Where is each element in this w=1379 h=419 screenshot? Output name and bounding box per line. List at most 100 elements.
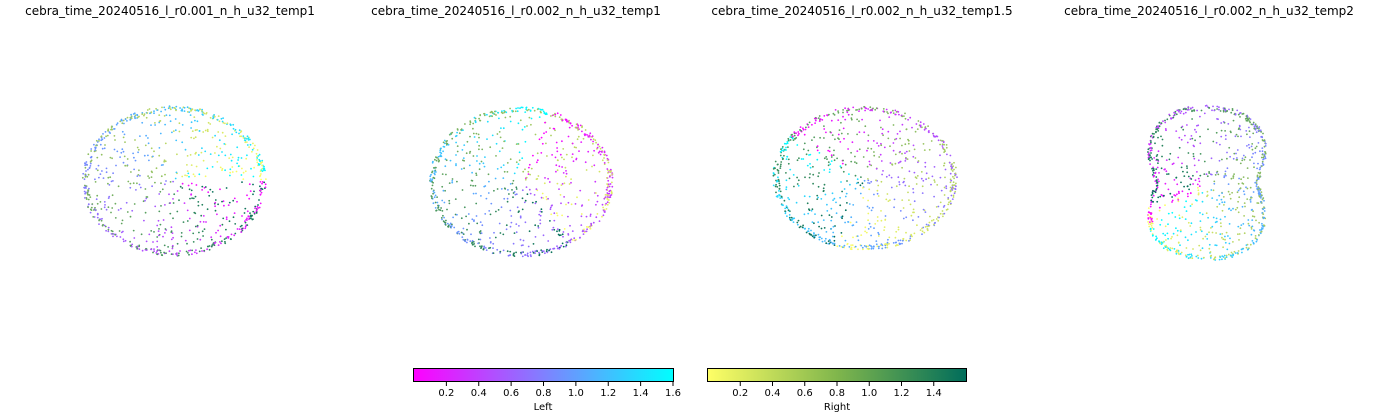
scatter-point bbox=[259, 160, 261, 162]
scatter-point bbox=[549, 248, 552, 251]
scatter-point bbox=[606, 203, 609, 206]
scatter-point bbox=[495, 142, 498, 145]
scatter-point bbox=[240, 174, 243, 176]
scatter-point bbox=[462, 157, 465, 160]
scatter-point bbox=[509, 209, 512, 212]
scatter-point bbox=[215, 231, 217, 234]
scatter-point bbox=[477, 133, 480, 136]
scatter-point bbox=[176, 210, 179, 213]
scatter-point bbox=[139, 135, 141, 138]
scatter-point bbox=[163, 251, 166, 254]
scatter-point bbox=[172, 236, 175, 239]
scatter-point bbox=[108, 131, 111, 134]
scatter-point bbox=[500, 188, 503, 190]
scatter-point bbox=[167, 246, 170, 248]
scatter-point bbox=[471, 242, 473, 245]
scatter-point bbox=[229, 238, 232, 240]
scatter-point bbox=[139, 174, 141, 177]
colorbar-left-label: Left bbox=[533, 402, 553, 413]
scatter-point bbox=[258, 164, 260, 166]
scatter-point bbox=[231, 133, 234, 136]
scatter-point bbox=[172, 202, 175, 204]
scatter-point bbox=[474, 121, 477, 124]
scatter-point bbox=[521, 197, 524, 200]
scatter-point bbox=[510, 215, 513, 217]
scatter-point bbox=[249, 143, 252, 146]
scatter-point bbox=[193, 116, 196, 118]
scatter-point bbox=[175, 105, 178, 108]
scatter-point bbox=[539, 110, 542, 113]
scatter-point bbox=[169, 120, 172, 123]
scatter-point bbox=[461, 189, 464, 191]
scatter-point bbox=[217, 244, 220, 247]
scatter-point bbox=[248, 146, 251, 149]
scatter-point bbox=[527, 108, 530, 111]
scatter-point bbox=[545, 198, 548, 201]
scatter-point bbox=[554, 156, 557, 159]
scatter-point bbox=[136, 247, 139, 250]
scatter-point bbox=[233, 212, 236, 215]
scatter-point bbox=[148, 159, 150, 162]
colorbar-right-label: Right bbox=[823, 402, 851, 413]
scatter-point bbox=[509, 250, 512, 253]
scatter-point bbox=[103, 224, 106, 227]
scatter-point bbox=[229, 153, 232, 156]
scatter-point bbox=[143, 113, 146, 115]
scatter-point bbox=[561, 166, 563, 168]
scatter-point bbox=[209, 116, 212, 119]
scatter-point bbox=[105, 229, 107, 232]
scatter-point bbox=[521, 128, 524, 131]
scatter-point bbox=[184, 174, 187, 177]
scatter-point bbox=[110, 180, 113, 183]
scatter-point bbox=[575, 123, 578, 126]
scatter-point bbox=[513, 172, 516, 175]
scatter-point bbox=[217, 131, 220, 133]
scatter-point bbox=[142, 200, 145, 203]
scatter-point bbox=[122, 150, 125, 153]
scatter-point bbox=[480, 160, 483, 163]
scatter-point bbox=[191, 197, 194, 200]
scatter-point bbox=[188, 188, 191, 191]
scatter-point bbox=[525, 176, 528, 179]
scatter-point bbox=[222, 200, 225, 203]
scatter-point bbox=[96, 194, 99, 197]
scatter-point bbox=[256, 159, 258, 161]
scatter-point bbox=[160, 251, 162, 254]
scatter-point bbox=[87, 206, 89, 209]
scatter-point bbox=[261, 181, 264, 183]
scatter-point bbox=[106, 134, 109, 137]
scatter-point bbox=[170, 231, 173, 234]
scatter-point bbox=[195, 249, 197, 252]
scatter-point bbox=[601, 215, 603, 218]
scatter-point bbox=[181, 187, 184, 189]
scatter-point bbox=[514, 193, 517, 196]
scatter-point bbox=[171, 106, 174, 109]
scatter-point bbox=[524, 168, 526, 171]
scatter-point bbox=[134, 159, 137, 162]
scatter-point bbox=[112, 172, 114, 175]
scatter-point bbox=[201, 230, 204, 233]
scatter-point bbox=[161, 188, 164, 191]
scatter-point bbox=[234, 128, 237, 131]
scatter-point bbox=[525, 186, 528, 189]
scatter-point bbox=[444, 224, 447, 226]
scatter-point bbox=[471, 218, 474, 221]
scatter-point bbox=[148, 177, 151, 179]
scatter-point bbox=[261, 168, 263, 170]
scatter-point bbox=[198, 231, 200, 234]
scatter-point bbox=[123, 122, 125, 125]
panel-title-2: cebra_time_20240516_l_r0.002_n_h_u32_tem… bbox=[371, 4, 661, 18]
scatter-point bbox=[252, 175, 255, 178]
scatter-point bbox=[238, 129, 241, 132]
scatter-point bbox=[171, 247, 174, 250]
scatter-point bbox=[122, 240, 125, 243]
scatter-point bbox=[260, 173, 262, 175]
scatter-point bbox=[577, 124, 579, 127]
scatter-point bbox=[206, 128, 209, 131]
scatter-point bbox=[170, 238, 173, 241]
scatter-point bbox=[84, 162, 87, 165]
scatter-point bbox=[251, 218, 254, 221]
scatter-point bbox=[164, 108, 167, 111]
scatter-point bbox=[441, 218, 443, 221]
scatter-point bbox=[108, 184, 111, 186]
